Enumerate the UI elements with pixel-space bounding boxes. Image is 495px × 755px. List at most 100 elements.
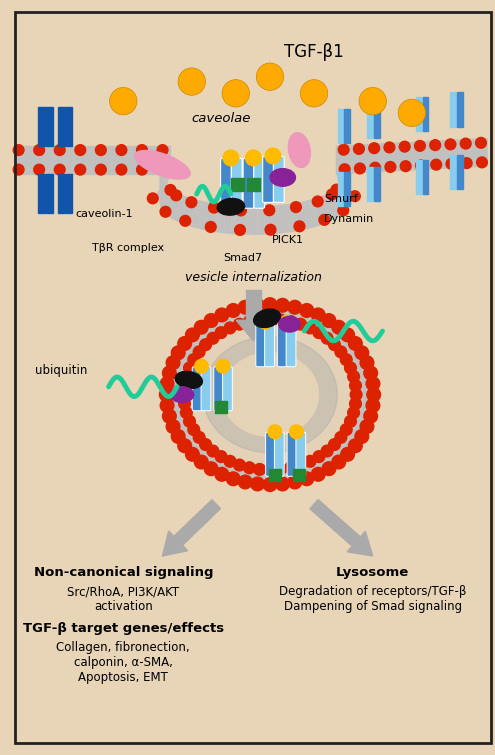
FancyBboxPatch shape (265, 322, 274, 367)
Circle shape (300, 304, 314, 317)
Circle shape (338, 144, 349, 155)
Circle shape (232, 313, 241, 322)
Circle shape (335, 346, 346, 358)
Circle shape (313, 451, 325, 463)
Polygon shape (127, 146, 129, 174)
Circle shape (277, 473, 286, 482)
Circle shape (345, 415, 356, 427)
Polygon shape (147, 146, 149, 174)
Polygon shape (186, 197, 188, 225)
Circle shape (76, 156, 84, 164)
Circle shape (207, 332, 219, 344)
Polygon shape (129, 146, 132, 174)
Circle shape (354, 361, 363, 369)
FancyBboxPatch shape (223, 367, 232, 411)
Polygon shape (255, 207, 259, 234)
Circle shape (221, 464, 230, 473)
Circle shape (234, 319, 246, 330)
Circle shape (329, 439, 340, 451)
Polygon shape (140, 146, 142, 174)
Circle shape (171, 190, 182, 201)
Polygon shape (411, 143, 413, 170)
Circle shape (199, 339, 211, 350)
Circle shape (295, 459, 306, 471)
Circle shape (137, 165, 148, 175)
Polygon shape (417, 142, 419, 170)
Bar (423, 160, 429, 194)
Bar (231, 178, 244, 191)
Circle shape (349, 191, 360, 202)
Circle shape (116, 165, 127, 175)
Polygon shape (111, 146, 114, 174)
Circle shape (349, 352, 358, 360)
Polygon shape (116, 146, 119, 174)
Polygon shape (165, 185, 166, 214)
Circle shape (366, 377, 380, 390)
Polygon shape (365, 145, 367, 172)
Circle shape (288, 300, 301, 314)
Circle shape (56, 156, 64, 164)
Polygon shape (168, 188, 169, 216)
Polygon shape (396, 143, 397, 171)
Polygon shape (142, 146, 145, 174)
Polygon shape (165, 146, 168, 174)
Ellipse shape (253, 309, 281, 328)
Circle shape (258, 316, 272, 329)
Circle shape (337, 335, 346, 344)
Circle shape (185, 208, 192, 215)
Polygon shape (422, 142, 424, 169)
Polygon shape (42, 146, 44, 174)
Circle shape (117, 156, 125, 164)
Circle shape (335, 432, 346, 443)
Circle shape (360, 420, 374, 433)
Circle shape (319, 214, 330, 225)
Ellipse shape (270, 168, 296, 186)
Polygon shape (336, 189, 338, 217)
Polygon shape (445, 140, 447, 168)
Polygon shape (174, 500, 220, 545)
Polygon shape (99, 146, 101, 174)
Polygon shape (420, 142, 422, 169)
Polygon shape (24, 146, 26, 174)
Circle shape (188, 437, 197, 446)
Polygon shape (216, 204, 219, 232)
Polygon shape (455, 140, 457, 168)
Polygon shape (101, 146, 103, 174)
Polygon shape (347, 532, 373, 556)
Circle shape (182, 429, 191, 438)
Polygon shape (57, 146, 60, 174)
Circle shape (179, 398, 191, 409)
Polygon shape (390, 143, 392, 171)
Circle shape (223, 150, 239, 165)
Circle shape (165, 184, 176, 196)
Circle shape (342, 189, 349, 197)
Polygon shape (161, 179, 162, 208)
Ellipse shape (288, 133, 310, 168)
Circle shape (348, 337, 362, 350)
Polygon shape (355, 145, 357, 173)
Circle shape (276, 298, 290, 312)
Bar (374, 167, 380, 201)
Circle shape (244, 316, 255, 328)
Polygon shape (330, 192, 332, 220)
Circle shape (148, 193, 158, 204)
Circle shape (207, 445, 219, 457)
Text: TGF-β target genes/effects: TGF-β target genes/effects (23, 621, 224, 634)
Circle shape (215, 327, 227, 338)
Polygon shape (434, 141, 436, 168)
Circle shape (158, 190, 165, 198)
Circle shape (266, 473, 274, 482)
Polygon shape (103, 146, 106, 174)
Polygon shape (50, 146, 52, 174)
Circle shape (360, 390, 369, 399)
Circle shape (204, 462, 218, 476)
Circle shape (15, 156, 22, 164)
Polygon shape (332, 191, 334, 220)
Polygon shape (212, 204, 216, 232)
Circle shape (364, 409, 378, 423)
Polygon shape (93, 146, 96, 174)
Circle shape (264, 313, 276, 325)
Circle shape (476, 137, 487, 148)
Polygon shape (291, 204, 295, 232)
Ellipse shape (222, 353, 318, 436)
